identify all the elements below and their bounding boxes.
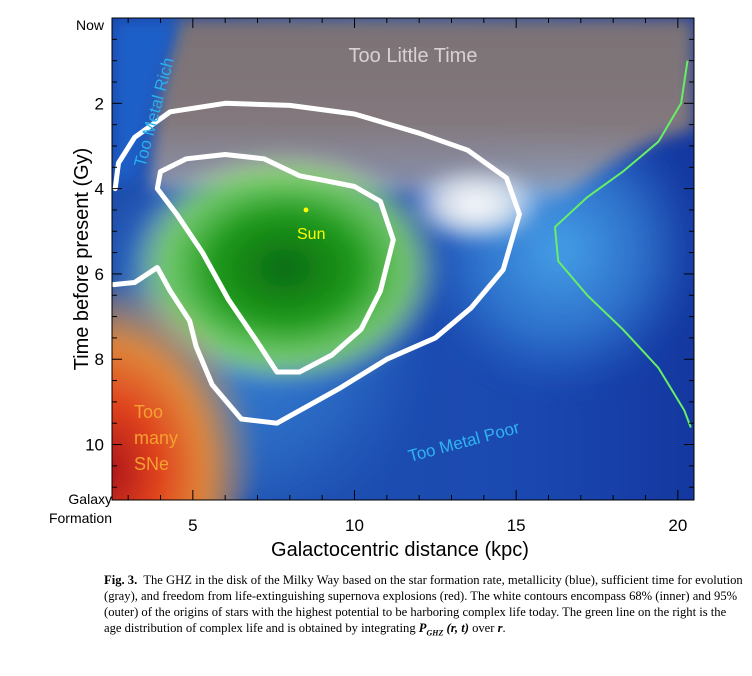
x-tick-label: 5 bbox=[188, 516, 197, 535]
y-tick-label: 10 bbox=[85, 436, 104, 455]
x-tick-label: 20 bbox=[668, 516, 687, 535]
region-label-too-many-sne-line1: Too bbox=[134, 402, 163, 422]
x-axis-title: Galactocentric distance (kpc) bbox=[271, 539, 529, 561]
y-tick-label: 8 bbox=[95, 350, 104, 369]
y-axis-title: Time before present (Gy) bbox=[71, 148, 93, 371]
caption-fig-label: Fig. 3. bbox=[104, 573, 138, 587]
caption-text-2: over bbox=[472, 621, 495, 635]
caption-text-1: The GHZ in the disk of the Milky Way bas… bbox=[104, 573, 743, 635]
plot-frame bbox=[111, 17, 695, 501]
contour-outer bbox=[112, 100, 522, 426]
caption-text-3: . bbox=[502, 621, 506, 635]
sun-label: Sun bbox=[297, 226, 325, 243]
caption-formula: PGHZ (r, t) bbox=[418, 621, 469, 638]
sun-marker bbox=[303, 207, 309, 213]
caption-formula-var: r bbox=[497, 621, 503, 635]
figure-caption: Fig. 3. The GHZ in the disk of the Milky… bbox=[104, 572, 744, 642]
region-label-too-many-sne-line3: SNe bbox=[134, 454, 169, 474]
y-label-formation: Formation bbox=[49, 510, 112, 526]
y-tick-label: 2 bbox=[95, 94, 104, 113]
x-tick-label: 15 bbox=[507, 516, 526, 535]
age-distribution-line bbox=[553, 60, 692, 428]
contour-inner bbox=[154, 152, 396, 375]
color-field bbox=[112, 18, 694, 500]
y-tick-label: 6 bbox=[95, 265, 104, 284]
caption-formula-args: (r, t) bbox=[446, 621, 469, 635]
y-tick-label: 4 bbox=[95, 180, 104, 199]
region-label-too-many-sne-line2: many bbox=[134, 428, 178, 448]
y-label-galaxy: Galaxy bbox=[68, 491, 112, 507]
caption-formula-sub: GHZ bbox=[426, 628, 444, 638]
axis-ticks: 5 10 15 20 2 4 6 8 10 bbox=[85, 18, 694, 535]
caption-formula-main: P bbox=[418, 621, 427, 635]
region-label-too-little-time: Too Little Time bbox=[349, 45, 478, 67]
y-label-now: Now bbox=[76, 17, 105, 33]
x-tick-label: 10 bbox=[345, 516, 364, 535]
